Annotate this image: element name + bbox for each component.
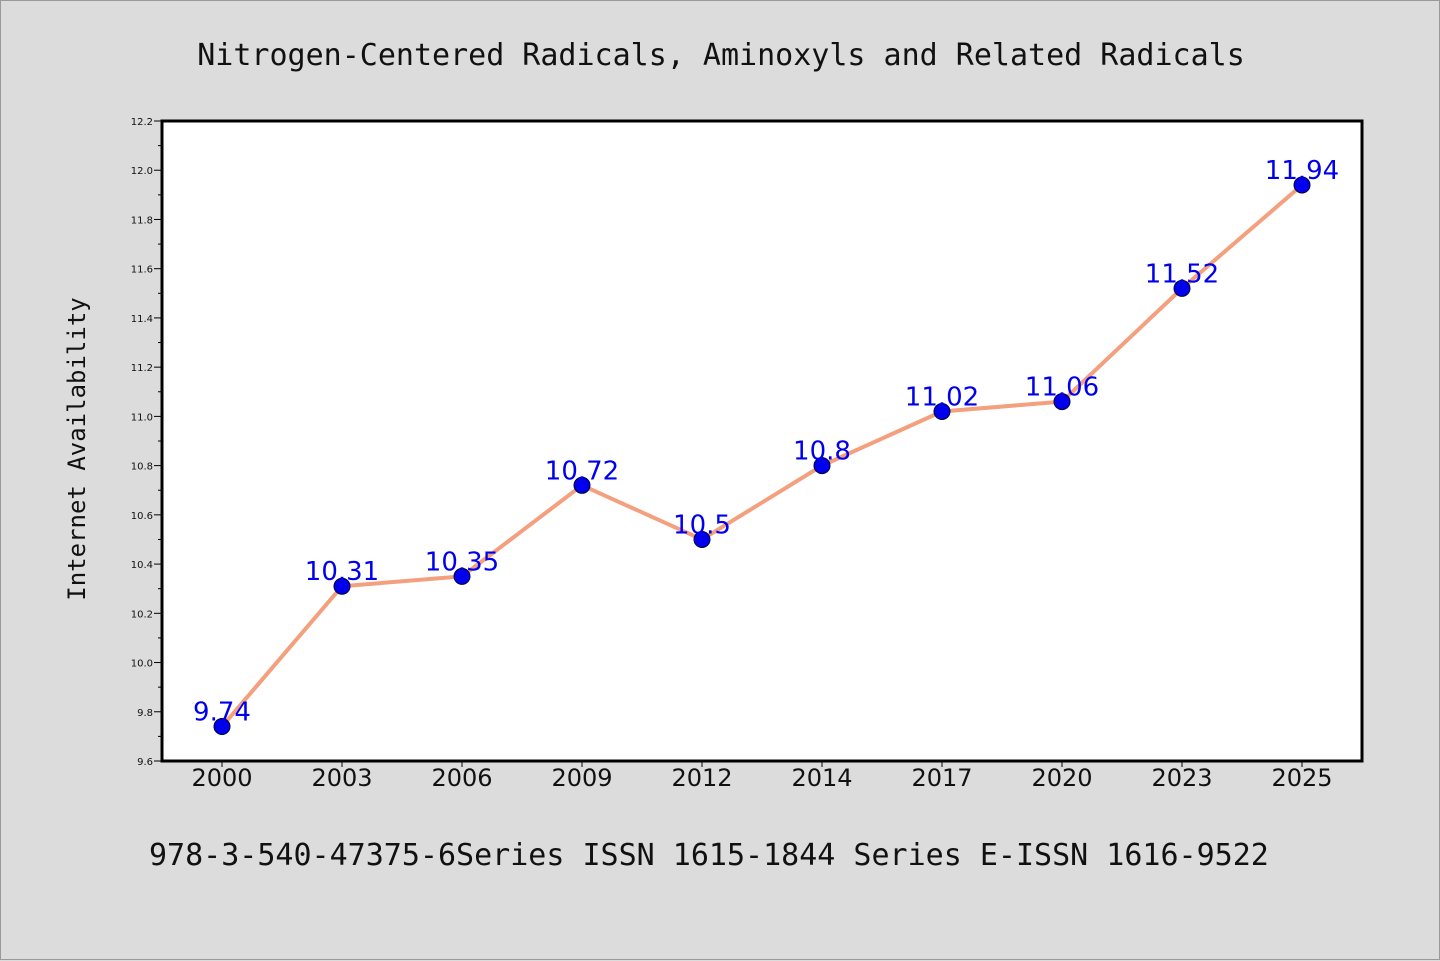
data-point <box>1173 279 1191 297</box>
data-label: 9.74 <box>193 698 251 728</box>
data-point <box>573 476 591 494</box>
data-point <box>213 718 231 736</box>
footer-text: 978-3-540-47375-6Series ISSN 1615-1844 S… <box>149 838 1269 873</box>
series-line <box>220 183 1304 729</box>
x-tick-label: 2020 <box>1031 764 1092 792</box>
x-tick-label: 2000 <box>191 764 252 792</box>
y-tick-label: 10.6 <box>131 511 153 522</box>
x-tick-label: 2025 <box>1271 764 1332 792</box>
x-tick-label: 2009 <box>551 764 612 792</box>
plot-area <box>160 119 1364 763</box>
x-tick-label: 2006 <box>431 764 492 792</box>
y-tick-label: 11.2 <box>131 363 153 374</box>
y-axis-label: Internet Availability <box>63 297 91 600</box>
data-point <box>1293 176 1311 194</box>
data-label: 10.72 <box>545 456 619 486</box>
y-axis: 9.6 9.8 10.0 10.2 10.4 10.6 10.8 11.0 11.2 11.4 11… <box>131 117 162 768</box>
data-label: 10.5 <box>673 510 731 540</box>
x-tick-label: 2014 <box>791 764 852 792</box>
y-tick-label: 11.6 <box>131 265 153 276</box>
x-tick-label: 2003 <box>311 764 372 792</box>
y-tick-label: 10.4 <box>131 560 153 571</box>
y-tick-label: 9.8 <box>137 708 153 719</box>
y-tick-label: 11.4 <box>131 314 153 325</box>
data-point <box>453 567 471 585</box>
data-label: 11.02 <box>905 382 979 412</box>
data-label: 10.31 <box>305 557 379 587</box>
y-tick-label: 12.0 <box>131 166 153 177</box>
y-tick-label: 10.8 <box>131 462 153 473</box>
x-tick-label: 2017 <box>911 764 972 792</box>
x-tick-label: 2012 <box>671 764 732 792</box>
data-label: 11.94 <box>1265 156 1339 186</box>
data-label: 11.06 <box>1025 373 1099 403</box>
chart-title: Nitrogen-Centered Radicals, Aminoxyls an… <box>197 38 1245 73</box>
x-axis: 2000 2003 2006 2009 2012 2014 2017 2020 2023 2025 <box>191 761 1333 792</box>
y-tick-label: 10.0 <box>131 659 153 670</box>
series-group: 9.74 10.31 10.35 10.72 10.5 10.8 11.02 11.06 11.… <box>193 156 1339 736</box>
y-tick-label: 11.8 <box>131 215 153 226</box>
y-tick-label: 9.6 <box>137 757 153 768</box>
data-point <box>333 577 351 595</box>
data-point <box>933 402 951 420</box>
data-label: 10.35 <box>425 547 499 577</box>
data-point <box>1053 393 1071 411</box>
data-label: 10.8 <box>793 437 851 467</box>
x-tick-label: 2023 <box>1151 764 1212 792</box>
y-tick-label: 12.2 <box>131 117 153 128</box>
y-tick-label: 10.2 <box>131 609 153 620</box>
data-point <box>813 457 831 475</box>
data-label: 11.52 <box>1145 259 1219 289</box>
y-tick-label: 11.0 <box>131 412 153 423</box>
data-point <box>693 530 711 548</box>
